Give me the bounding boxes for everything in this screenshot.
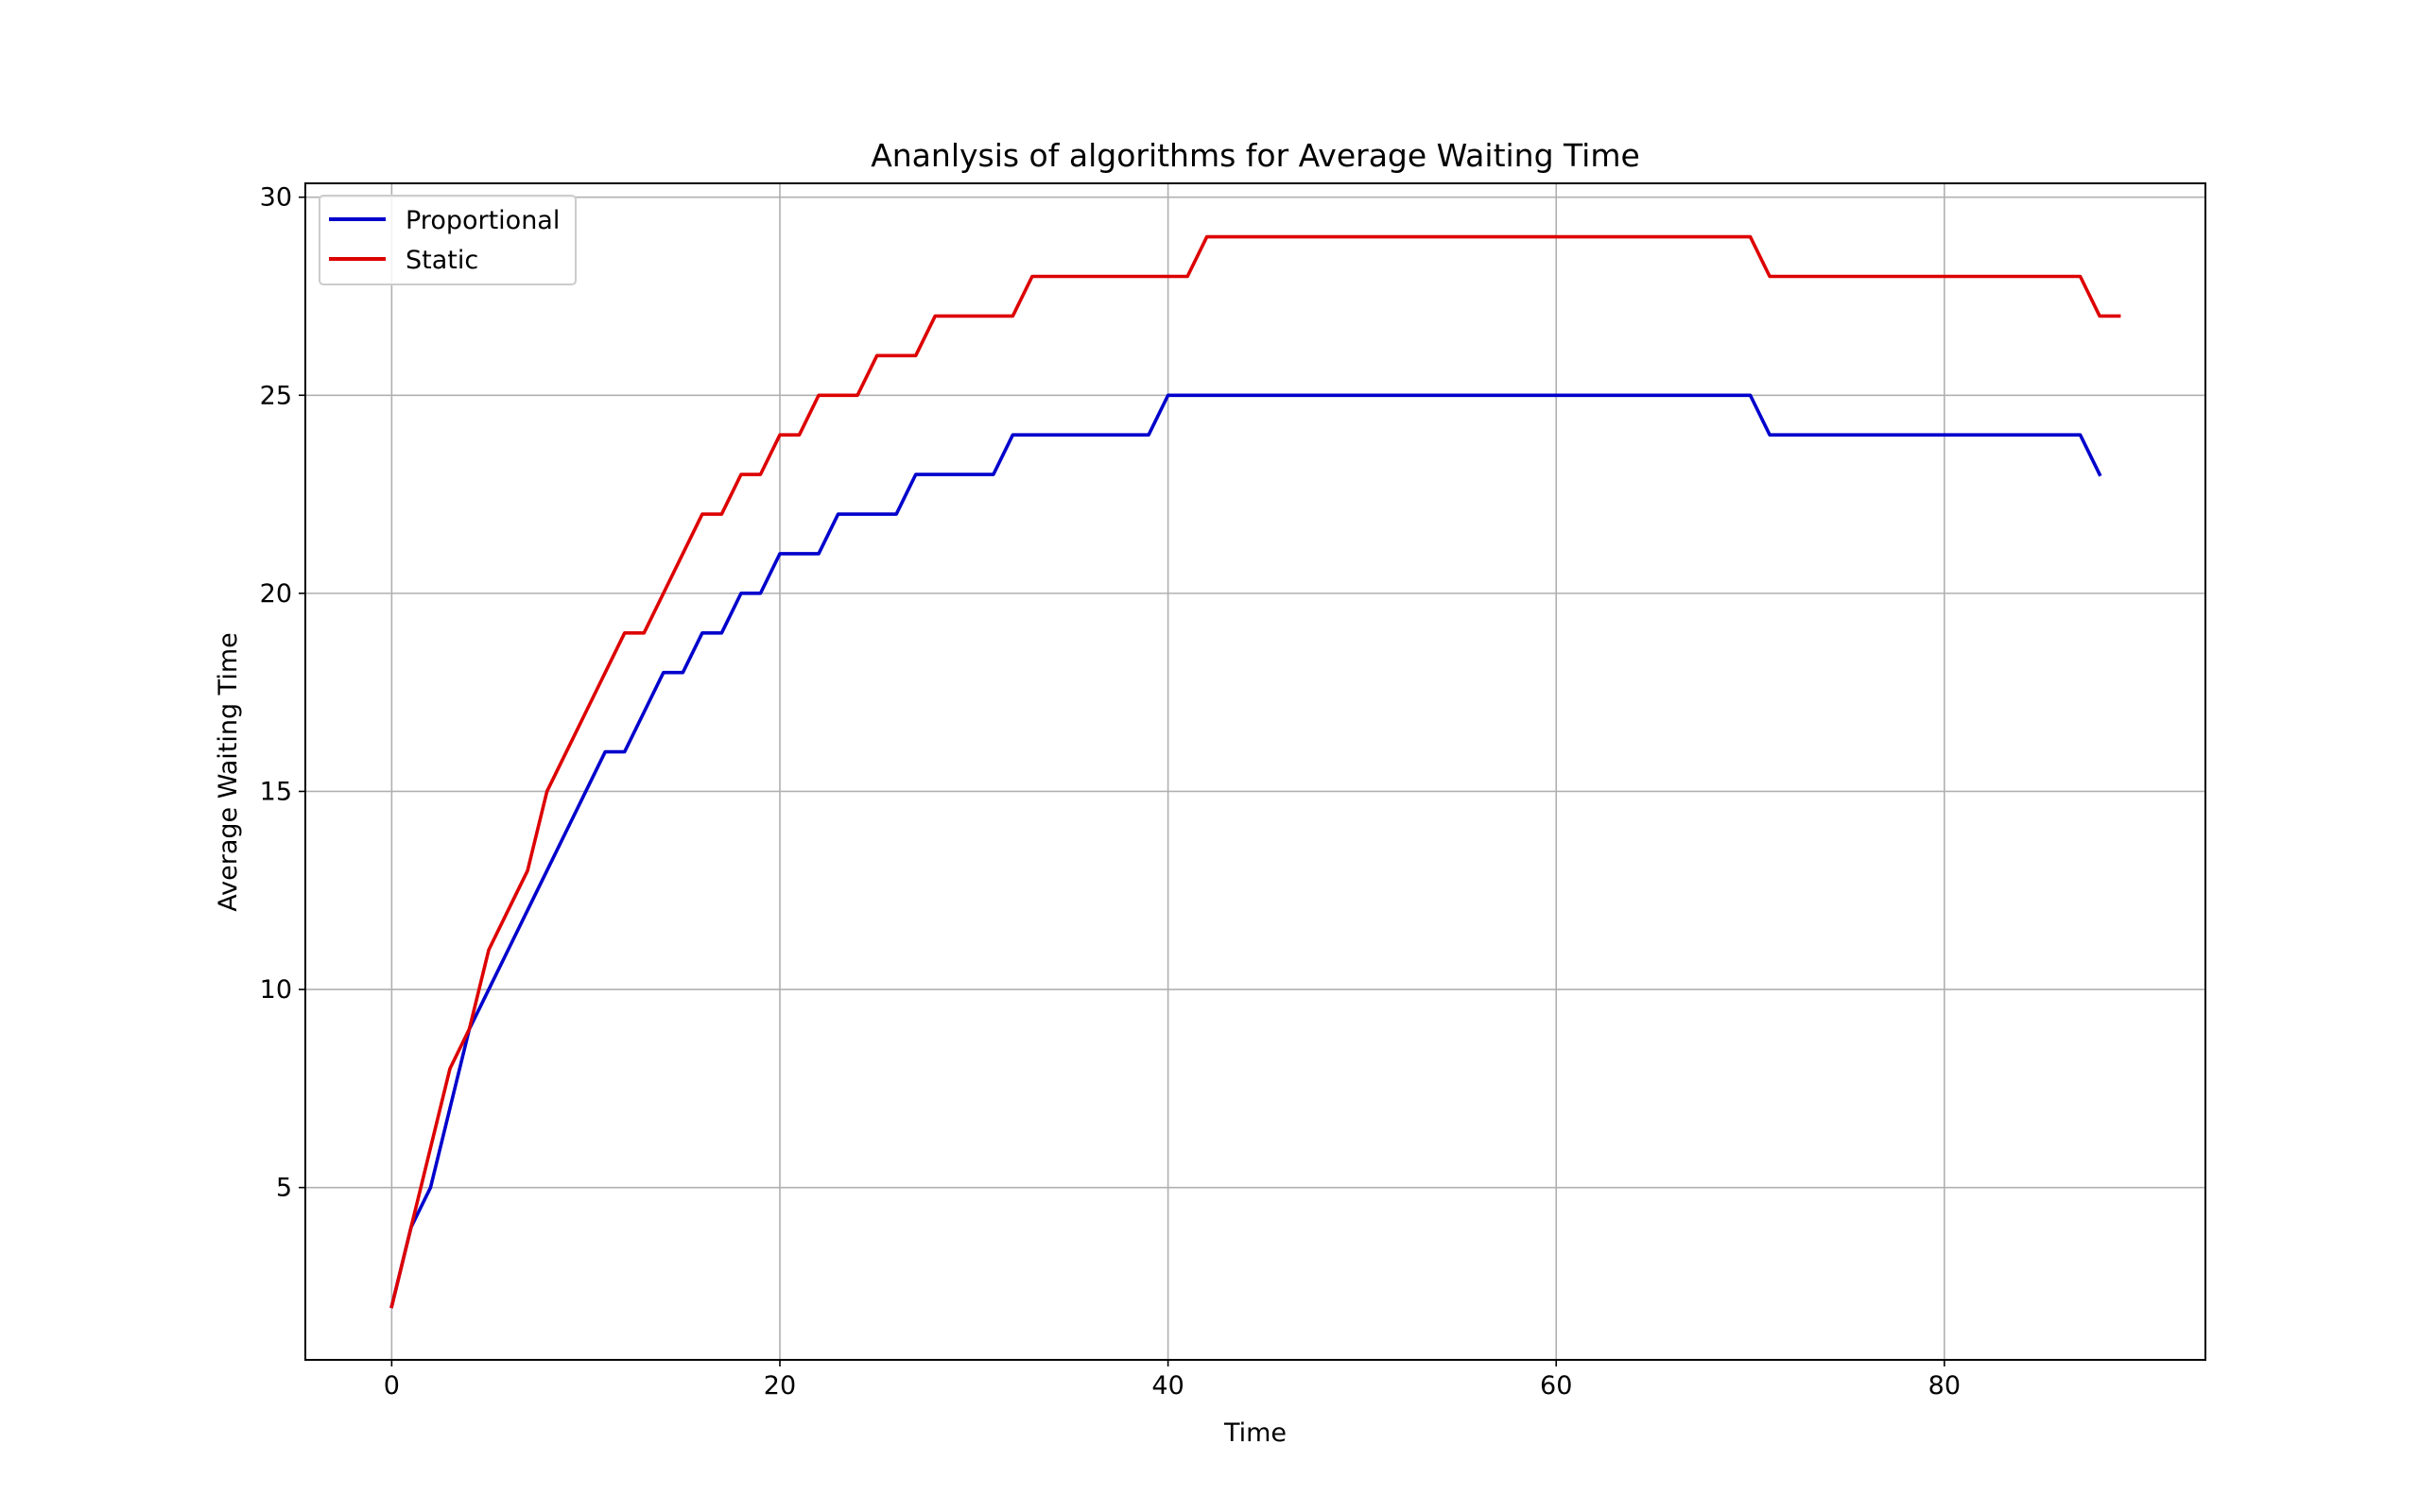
y-axis-label: Average Waiting Time xyxy=(214,632,243,911)
x-tick-label: 20 xyxy=(764,1371,796,1400)
chart-title: Ananlysis of algorithms for Average Wait… xyxy=(871,137,1640,174)
grid xyxy=(305,183,2205,1360)
series-line-proportional xyxy=(389,393,2102,1309)
y-tick-label: 5 xyxy=(276,1174,292,1203)
y-tick-label: 20 xyxy=(260,579,292,609)
x-axis-label: Time xyxy=(1223,1418,1287,1448)
x-tick-label: 80 xyxy=(1928,1371,1961,1400)
series-layer xyxy=(389,234,2121,1309)
plot-area-frame xyxy=(304,182,2206,1361)
y-tick-label: 30 xyxy=(260,183,292,213)
y-tick-label: 25 xyxy=(260,381,292,410)
x-tick-label: 0 xyxy=(384,1371,400,1400)
series-line-static xyxy=(389,234,2121,1309)
ticks: 0 20 40 60 80 5 10 15 20 25 30 xyxy=(260,183,1961,1400)
legend-label-proportional: Proportional xyxy=(406,206,560,235)
y-tick-label: 15 xyxy=(260,777,292,806)
y-tick-label: 10 xyxy=(260,975,292,1005)
x-tick-label: 40 xyxy=(1151,1371,1184,1400)
x-tick-label: 60 xyxy=(1540,1371,1572,1400)
legend: Proportional Static xyxy=(319,195,577,285)
legend-label-static: Static xyxy=(406,246,478,275)
